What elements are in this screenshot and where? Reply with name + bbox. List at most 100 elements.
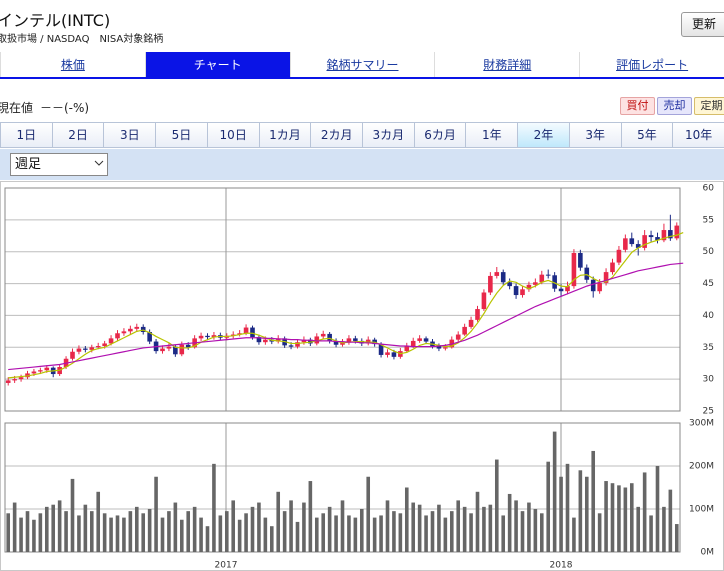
- candle-body: [308, 339, 313, 344]
- volume-bar: [604, 481, 608, 552]
- candle-body: [314, 336, 320, 344]
- tab[interactable]: 財務詳細: [434, 52, 580, 78]
- candle-body: [610, 262, 615, 273]
- volume-bar: [44, 506, 49, 552]
- x-tick-label: 2017: [215, 561, 238, 571]
- period-button[interactable]: 2日: [51, 122, 105, 148]
- volume-bar: [134, 506, 139, 552]
- volume-bar: [591, 450, 596, 552]
- candle-body: [320, 333, 326, 337]
- candle-body: [565, 286, 570, 292]
- period-button[interactable]: 1年: [465, 122, 519, 148]
- volume-bar: [244, 513, 248, 552]
- y-tick-label: 200M: [689, 462, 714, 472]
- candle-body: [211, 335, 217, 338]
- period-button[interactable]: 3年: [568, 122, 622, 148]
- volume-bar: [32, 519, 36, 552]
- tab[interactable]: 株価: [0, 52, 145, 78]
- candle-body: [31, 371, 37, 374]
- period-button[interactable]: 1日: [0, 122, 53, 148]
- tab[interactable]: 銘柄サマリー: [289, 52, 435, 78]
- chart-panel: [0, 181, 724, 571]
- candle-body: [391, 352, 397, 357]
- candle-body: [623, 238, 628, 250]
- volume-bar: [527, 502, 531, 552]
- candle-body: [648, 235, 654, 238]
- action-button[interactable]: 買付: [620, 97, 655, 115]
- volume-bar: [539, 513, 544, 552]
- interval-select[interactable]: 週足: [10, 153, 108, 176]
- y-tick-label: 30: [703, 375, 715, 385]
- candle-body: [481, 292, 487, 310]
- candle-body: [95, 346, 101, 348]
- volume-bar: [482, 506, 486, 552]
- tab[interactable]: チャート: [144, 52, 290, 78]
- period-button[interactable]: 10日: [206, 122, 260, 148]
- candle-body: [475, 309, 480, 320]
- candle-body: [166, 346, 172, 349]
- volume-bar: [424, 515, 428, 552]
- volume-bar: [89, 511, 94, 552]
- y-tick-label: 100M: [689, 505, 714, 515]
- moving-average-line: [8, 232, 684, 379]
- volume-bar: [237, 519, 242, 552]
- volume-bar: [533, 509, 538, 552]
- action-button[interactable]: 定期: [694, 97, 724, 115]
- tab[interactable]: 評価レポート: [579, 52, 724, 78]
- candle-body: [12, 379, 17, 381]
- candle-body: [417, 338, 422, 341]
- period-button[interactable]: 5年: [620, 122, 674, 148]
- volume-bar: [96, 491, 101, 552]
- volume-bar: [385, 500, 390, 552]
- refresh-button[interactable]: 更新: [681, 12, 724, 37]
- candle-body: [70, 351, 75, 359]
- period-button[interactable]: 3カ月: [362, 122, 415, 148]
- candle-body: [38, 370, 43, 372]
- volume-bar: [437, 504, 441, 552]
- candle-body: [655, 237, 660, 241]
- period-button[interactable]: 10年: [672, 122, 724, 148]
- y-tick-label: 300M: [689, 419, 714, 429]
- volume-bar: [597, 513, 602, 552]
- volume-bar: [662, 506, 666, 552]
- candle-body: [179, 344, 185, 355]
- volume-bar: [572, 517, 576, 552]
- volume-bar: [141, 513, 146, 552]
- volume-bar: [295, 521, 300, 552]
- volume-bar: [443, 517, 448, 552]
- volume-bar: [610, 483, 615, 552]
- candle-body: [597, 282, 602, 292]
- candle-body: [301, 339, 307, 343]
- period-button[interactable]: 3日: [103, 122, 157, 148]
- period-button[interactable]: 6カ月: [413, 122, 467, 148]
- period-button[interactable]: 2カ月: [310, 122, 363, 148]
- candle-body: [526, 284, 532, 290]
- volume-bar: [334, 515, 338, 552]
- candle-body: [378, 344, 384, 355]
- x-tick-label: 2018: [550, 561, 573, 571]
- period-button[interactable]: 5日: [155, 122, 208, 148]
- candle-body: [147, 331, 152, 342]
- volume-bar: [205, 526, 210, 552]
- volume-bar: [430, 511, 435, 552]
- candle-body: [590, 279, 596, 292]
- candle-body: [25, 373, 30, 378]
- period-button[interactable]: 1カ月: [258, 122, 312, 148]
- volume-bar: [340, 500, 345, 552]
- period-button[interactable]: 2年: [517, 122, 570, 148]
- volume-bar: [456, 500, 461, 552]
- volume-bar: [257, 502, 261, 552]
- y-tick-label: 35: [703, 343, 714, 353]
- volume-bar: [212, 463, 216, 552]
- volume-bar: [231, 500, 236, 552]
- volume-bar: [359, 509, 364, 552]
- volume-bar: [154, 476, 158, 552]
- candle-body: [275, 338, 281, 342]
- volume-bar: [649, 515, 653, 552]
- volume-bar: [347, 515, 351, 552]
- candle-body: [385, 352, 390, 355]
- candle-body: [443, 347, 448, 349]
- candle-body: [558, 288, 564, 292]
- volume-bar: [160, 517, 165, 552]
- action-button[interactable]: 売却: [657, 97, 692, 115]
